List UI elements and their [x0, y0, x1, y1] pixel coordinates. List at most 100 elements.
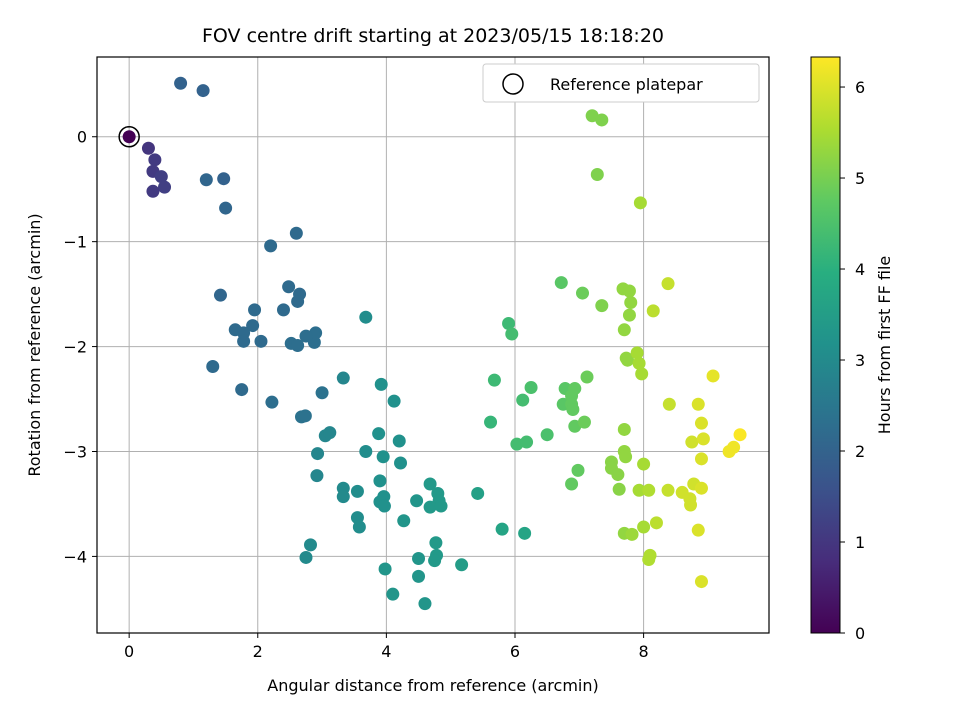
- data-point: [694, 481, 708, 495]
- y-tick-label: −2: [63, 338, 87, 357]
- x-tick-label: 0: [124, 642, 134, 661]
- data-point: [471, 486, 485, 500]
- x-tick-label: 4: [381, 642, 391, 661]
- colorbar-tick-label: 1: [855, 533, 865, 552]
- data-point: [299, 329, 313, 343]
- data-point: [311, 447, 325, 461]
- data-point: [632, 483, 646, 497]
- data-point: [423, 500, 437, 514]
- x-axis-label: Angular distance from reference (arcmin): [267, 676, 598, 695]
- data-point: [434, 499, 448, 513]
- data-point: [568, 382, 582, 396]
- data-point: [412, 552, 426, 566]
- data-point: [410, 494, 424, 508]
- data-point: [336, 371, 350, 385]
- data-point: [377, 499, 391, 513]
- reference-point-ring: [118, 125, 140, 148]
- colorbar-tick-label: 2: [855, 442, 865, 461]
- colorbar-tick-label: 6: [855, 78, 865, 97]
- data-point: [524, 380, 538, 394]
- legend-label: Reference platepar: [550, 75, 703, 94]
- data-point: [196, 84, 210, 98]
- data-point: [646, 304, 660, 318]
- data-point: [635, 367, 649, 381]
- data-point: [352, 520, 366, 534]
- data-point: [265, 395, 279, 409]
- plot-area-frame: [96, 56, 770, 634]
- data-point: [174, 76, 188, 90]
- x-tick-label: 6: [510, 642, 520, 661]
- data-point: [691, 523, 705, 537]
- x-tick-label: 8: [639, 642, 649, 661]
- data-point: [590, 168, 604, 182]
- grid-lines: [97, 57, 769, 633]
- data-point: [146, 184, 160, 198]
- data-point: [733, 428, 747, 442]
- y-axis-label: Rotation from reference (arcmin): [25, 213, 44, 476]
- data-point: [392, 434, 406, 448]
- data-point: [429, 536, 443, 550]
- data-point: [310, 469, 324, 483]
- data-point: [217, 172, 231, 186]
- data-point: [502, 316, 516, 330]
- data-point: [576, 286, 590, 300]
- data-point: [418, 597, 432, 611]
- data-point: [516, 393, 530, 407]
- data-point: [642, 483, 656, 497]
- legend-marker-icon: [502, 73, 524, 95]
- data-point: [684, 498, 698, 512]
- data-point: [373, 474, 387, 488]
- data-point: [484, 415, 498, 429]
- data-point: [611, 468, 625, 482]
- data-point: [289, 226, 303, 240]
- data-point: [154, 170, 168, 184]
- data-point: [291, 339, 305, 353]
- data-point: [299, 550, 313, 564]
- data-point: [372, 427, 386, 441]
- data-point: [158, 180, 172, 194]
- data-point: [394, 456, 408, 470]
- data-point: [248, 303, 262, 317]
- data-point: [264, 239, 278, 253]
- data-point: [350, 484, 364, 498]
- data-point: [323, 426, 337, 440]
- data-point: [661, 483, 675, 497]
- data-point: [630, 346, 644, 360]
- y-tick-label: −4: [63, 547, 87, 566]
- colorbar-tick-label: 0: [855, 624, 865, 643]
- data-point: [336, 490, 350, 504]
- data-point: [624, 296, 638, 310]
- data-point: [487, 373, 501, 387]
- data-point: [276, 303, 290, 317]
- data-point: [554, 276, 568, 290]
- colorbar-label: Hours from first FF file: [875, 256, 894, 435]
- data-point: [423, 477, 437, 491]
- y-axis-ticks: 0 −1 −2 −3 −4: [63, 128, 97, 566]
- data-point: [691, 397, 705, 411]
- colorbar-tick-label: 4: [855, 260, 865, 279]
- data-point: [397, 514, 411, 528]
- data-point: [206, 360, 220, 374]
- data-point: [595, 113, 609, 127]
- data-point: [662, 397, 676, 411]
- data-point: [625, 527, 639, 541]
- reference-marker: [118, 125, 140, 148]
- data-point: [577, 415, 591, 429]
- data-point: [642, 553, 656, 567]
- data-point: [617, 323, 631, 337]
- data-point: [612, 482, 626, 496]
- colorbar: [810, 56, 841, 634]
- data-point: [298, 409, 312, 423]
- data-point: [315, 386, 329, 400]
- data-point: [661, 277, 675, 291]
- data-point: [282, 280, 296, 294]
- data-point: [246, 319, 260, 333]
- reference-point: [122, 130, 136, 144]
- colorbar-ticks: 0 1 2 3 4 5 6: [840, 78, 865, 643]
- data-point: [374, 377, 388, 391]
- data-point: [633, 196, 647, 210]
- data-point: [696, 432, 710, 446]
- y-tick-label: 0: [77, 128, 87, 147]
